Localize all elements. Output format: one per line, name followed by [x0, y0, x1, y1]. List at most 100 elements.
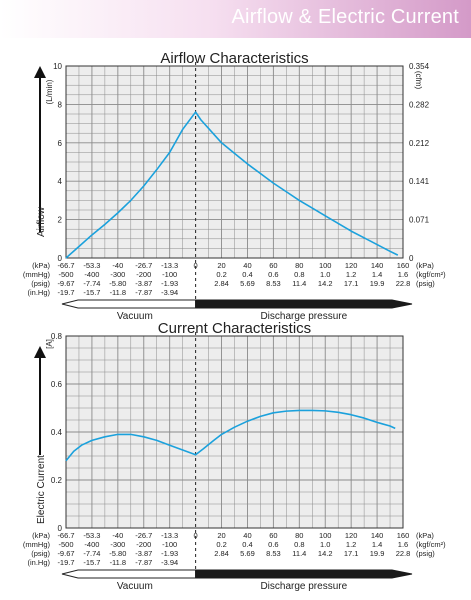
- y2-tick-label: 0.141: [409, 177, 430, 186]
- x-tick-psig: 19.9: [370, 279, 385, 288]
- x-tick-mmhg: -400: [84, 540, 99, 549]
- x-tick-kpa: 20: [217, 261, 225, 270]
- x-tick-kpa: 160: [397, 261, 410, 270]
- x-tick-inhg: -3.94: [161, 288, 178, 297]
- x-tick-kpa: -66.7: [57, 261, 74, 270]
- x-tick-kpa: 60: [269, 261, 277, 270]
- x-tick-kpa: 40: [243, 531, 251, 540]
- y-unit-label: [A]: [45, 339, 54, 349]
- x-tick-psig: -1.93: [161, 279, 178, 288]
- y-tick-label: 2: [58, 216, 63, 225]
- x-tick-psig: 14.2: [318, 549, 333, 558]
- x-tick-kpa: 120: [345, 261, 358, 270]
- y-tick-label: 0.8: [51, 332, 63, 341]
- discharge-label: Discharge pressure: [260, 311, 347, 322]
- header-banner: Airflow & Electric Current: [0, 0, 471, 38]
- x-tick-psig: -9.67: [57, 279, 74, 288]
- x-tick-kgf: 1.2: [346, 270, 356, 279]
- x-unit-right: (kPa): [416, 531, 434, 540]
- x-tick-kpa: 20: [217, 531, 225, 540]
- x-tick-mmhg: -300: [110, 270, 125, 279]
- y2-tick-label: 0.071: [409, 216, 430, 225]
- x-tick-kgf: 0.4: [242, 540, 252, 549]
- x-tick-kpa: 140: [371, 531, 384, 540]
- y-tick-label: 6: [58, 139, 63, 148]
- x-tick-mmhg: -300: [110, 540, 125, 549]
- x-tick-psig: -9.67: [57, 549, 74, 558]
- x-tick-kgf: 1.4: [372, 270, 382, 279]
- y2-unit-label: (cfm): [414, 71, 423, 90]
- x-tick-psig: -7.74: [83, 279, 100, 288]
- x-tick-inhg: -3.94: [161, 558, 178, 567]
- vacuum-arrow: [61, 569, 197, 579]
- x-tick-kpa: -26.7: [135, 261, 152, 270]
- x-tick-kgf: 0.4: [242, 270, 252, 279]
- x-tick-kpa: -26.7: [135, 531, 152, 540]
- x-tick-kgf: 0.6: [268, 270, 278, 279]
- x-tick-kpa: -53.3: [83, 261, 100, 270]
- discharge-label: Discharge pressure: [260, 581, 347, 592]
- x-tick-inhg: -11.8: [110, 288, 127, 297]
- series-line: [65, 111, 399, 259]
- series-line: [65, 409, 396, 462]
- x-tick-kpa: -66.7: [57, 531, 74, 540]
- airflow-chart: Airflow Characteristics024681000.0710.14…: [23, 50, 446, 322]
- plot-frame: [65, 335, 404, 529]
- x-tick-kgf: 0.2: [216, 540, 226, 549]
- x-unit-left: (mmHg): [23, 270, 51, 279]
- y-tick-label: 0.4: [51, 428, 63, 437]
- x-tick-inhg: -11.8: [110, 558, 127, 567]
- x-tick-kpa: -13.3: [161, 531, 178, 540]
- x-tick-kgf: 1.6: [398, 270, 408, 279]
- x-tick-kpa: -13.3: [161, 261, 178, 270]
- x-tick-kpa: -40: [112, 261, 123, 270]
- x-tick-psig: 14.2: [318, 279, 333, 288]
- vacuum-label: Vacuum: [117, 581, 153, 592]
- y-axis-label: Electric Current: [36, 455, 47, 524]
- x-tick-psig: 8.53: [266, 549, 281, 558]
- y2-tick-label: 0.282: [409, 100, 430, 109]
- x-unit-left: (psig): [31, 549, 50, 558]
- x-tick-kpa: 0: [194, 531, 198, 540]
- x-tick-kpa: 60: [269, 531, 277, 540]
- x-tick-psig: -3.87: [135, 279, 152, 288]
- x-tick-psig: -5.80: [109, 279, 126, 288]
- x-tick-kgf: 0.8: [294, 270, 304, 279]
- y-tick-label: 8: [58, 100, 63, 109]
- x-tick-kgf: 0.6: [268, 540, 278, 549]
- chart-title: Current Characteristics: [158, 320, 311, 337]
- vacuum-label: Vacuum: [117, 311, 153, 322]
- x-tick-kpa: 100: [319, 531, 332, 540]
- x-tick-kpa: 100: [319, 261, 332, 270]
- chart-title: Airflow Characteristics: [160, 50, 308, 67]
- x-tick-inhg: -15.7: [83, 558, 100, 567]
- x-tick-psig: -7.74: [83, 549, 100, 558]
- plot-frame: [65, 65, 404, 259]
- x-unit-right: (psig): [416, 549, 435, 558]
- x-tick-kpa: 140: [371, 261, 384, 270]
- x-tick-psig: 22.8: [396, 279, 411, 288]
- x-tick-kgf: 0.8: [294, 540, 304, 549]
- y-tick-label: 10: [53, 62, 62, 71]
- x-tick-mmhg: -500: [58, 270, 73, 279]
- x-tick-mmhg: -100: [162, 270, 177, 279]
- x-tick-kpa: -53.3: [83, 531, 100, 540]
- x-tick-kgf: 1.2: [346, 540, 356, 549]
- y2-tick-label: 0.354: [409, 62, 430, 71]
- x-tick-mmhg: -200: [136, 270, 151, 279]
- y-axis-label: Airflow: [36, 206, 47, 237]
- x-unit-left: (kPa): [32, 531, 50, 540]
- x-tick-kpa: 120: [345, 531, 358, 540]
- x-tick-psig: 22.8: [396, 549, 411, 558]
- x-tick-kgf: 0.2: [216, 270, 226, 279]
- x-tick-kpa: 80: [295, 531, 303, 540]
- x-unit-right: (kgf/cm²): [416, 540, 446, 549]
- x-unit-left: (psig): [31, 279, 50, 288]
- x-tick-kpa: 0: [194, 261, 198, 270]
- x-tick-kgf: 1.4: [372, 540, 382, 549]
- x-tick-kpa: 40: [243, 261, 251, 270]
- page-title: Airflow & Electric Current: [231, 6, 459, 28]
- x-tick-psig: 2.84: [214, 279, 229, 288]
- x-unit-right: (kPa): [416, 261, 434, 270]
